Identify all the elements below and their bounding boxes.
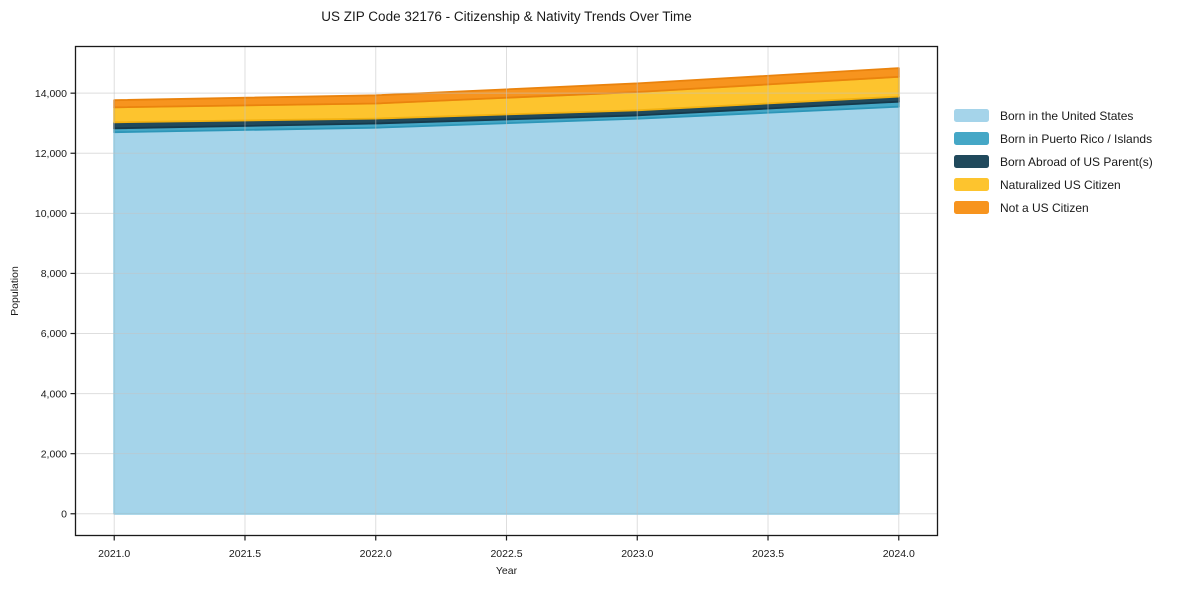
gridlines [75, 46, 938, 536]
tick-labels: 2021.0 2021.5 2022.0 2022.5 2023.0 2023.5 2024… [35, 88, 915, 560]
legend-swatch [954, 201, 989, 214]
y-tick-label: 0 [61, 508, 67, 520]
y-tick-label: 14,000 [35, 88, 67, 100]
x-tick-label: 2023.5 [752, 548, 784, 560]
legend-swatch [954, 132, 989, 145]
x-tick-label: 2023.0 [621, 548, 653, 560]
x-tick-label: 2022.5 [490, 548, 522, 560]
legend-label: Not a US Citizen [1000, 200, 1089, 215]
y-tick-label: 6,000 [41, 328, 67, 340]
legend-swatch [954, 178, 989, 191]
legend-item-0: Born in the United States [954, 104, 1153, 127]
legend-label: Born in the United States [1000, 108, 1134, 123]
y-tick-label: 10,000 [35, 208, 67, 220]
x-tick-label: 2021.5 [229, 548, 261, 560]
legend-item-1: Born in Puerto Rico / Islands [954, 127, 1153, 150]
legend-label: Born Abroad of US Parent(s) [1000, 154, 1153, 169]
legend-item-4: Not a US Citizen [954, 196, 1153, 219]
legend-item-3: Naturalized US Citizen [954, 173, 1153, 196]
plot-border [74, 45, 939, 537]
chart-title: US ZIP Code 32176 - Citizenship & Nativi… [321, 9, 692, 24]
y-tick-label: 4,000 [41, 388, 67, 400]
y-tick-label: 8,000 [41, 268, 67, 280]
ticks [70, 92, 900, 541]
x-axis-label: Year [495, 565, 518, 577]
legend-swatch [954, 109, 989, 122]
legend-label: Born in Puerto Rico / Islands [1000, 131, 1153, 146]
x-tick-label: 2022.0 [360, 548, 392, 560]
legend-swatch [954, 155, 989, 168]
x-tick-label: 2024.0 [883, 548, 915, 560]
legend: Born in the United States Born in Puerto … [954, 104, 1153, 219]
y-tick-label: 12,000 [35, 148, 67, 160]
y-tick-label: 2,000 [41, 448, 67, 460]
legend-label: Naturalized US Citizen [1000, 177, 1121, 192]
x-tick-label: 2021.0 [98, 548, 130, 560]
legend-item-2: Born Abroad of US Parent(s) [954, 150, 1153, 173]
